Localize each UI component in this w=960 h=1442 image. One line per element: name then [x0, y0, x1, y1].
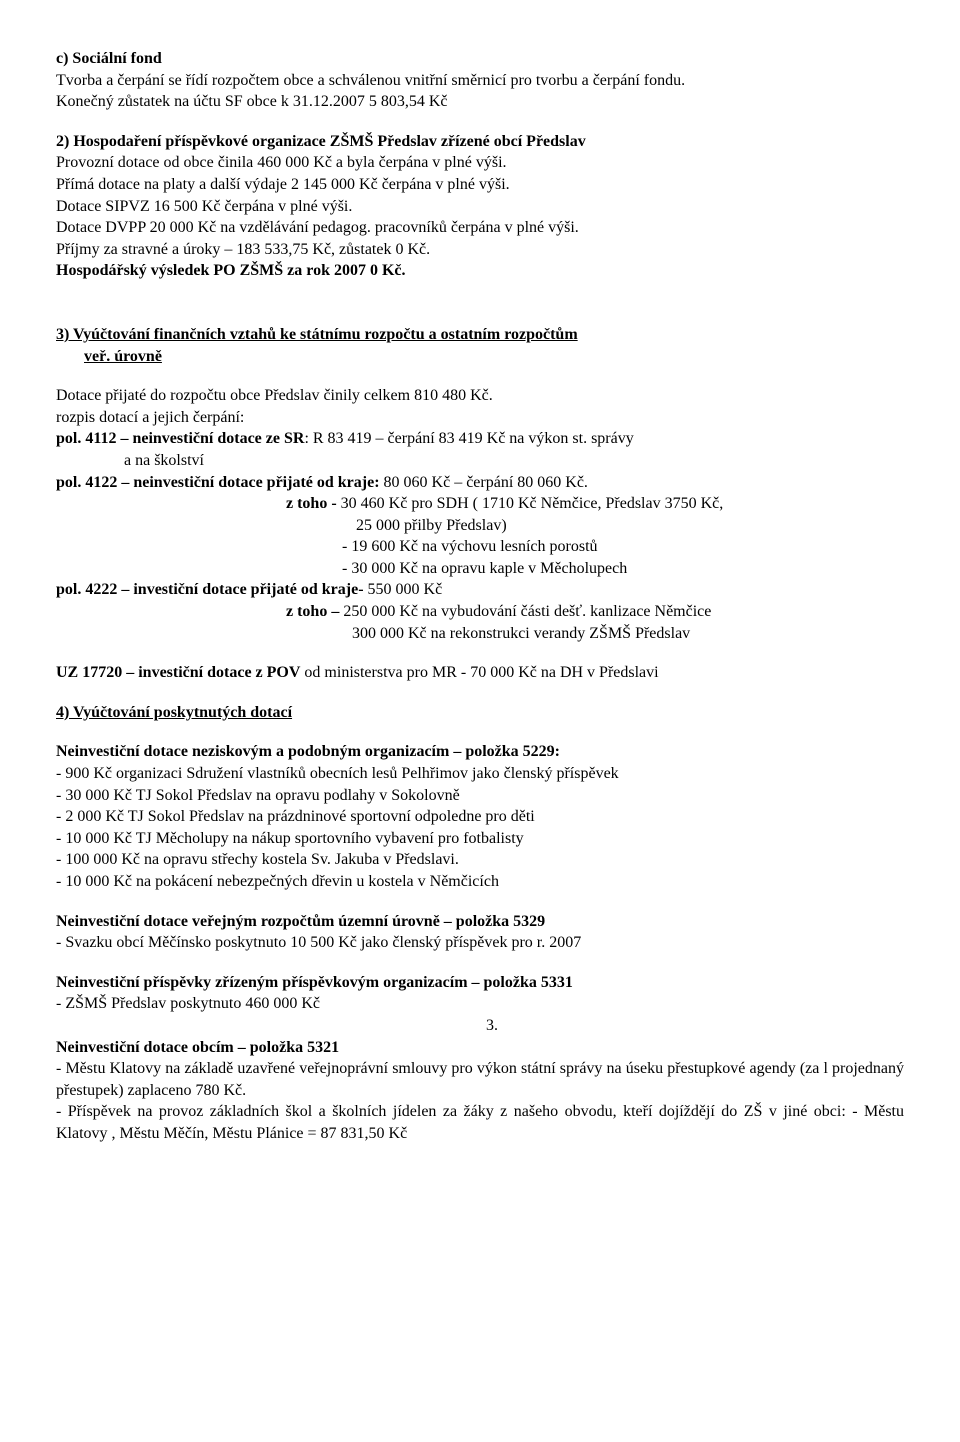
- uz-label: UZ 17720 – investiční dotace z POV: [56, 664, 300, 681]
- block-5229-item-2: - 30 000 Kč TJ Sokol Předslav na opravu …: [56, 785, 904, 807]
- section-2-line-3: Dotace SIPVZ 16 500 Kč čerpána v plné vý…: [56, 196, 904, 218]
- pol-4112-sub: a na školství: [56, 450, 904, 472]
- block-5229-item-4: - 10 000 Kč TJ Měcholupy na nákup sporto…: [56, 828, 904, 850]
- section-3-line-2: rozpis dotací a jejich čerpání:: [56, 407, 904, 429]
- section-2-heading: 2) Hospodaření příspěvkové organizace ZŠ…: [56, 131, 904, 153]
- pol-4222-ztoho: z toho – 250 000 Kč na vybudování části …: [56, 601, 904, 623]
- section-c-line-2: Konečný zůstatek na účtu SF obce k 31.12…: [56, 91, 904, 113]
- pol-4222-sub-d: 300 000 Kč na rekonstrukci verandy ZŠMŠ …: [56, 623, 904, 645]
- uz-text: od ministerstva pro MR - 70 000 Kč na DH…: [300, 664, 658, 681]
- pol-4112-line: pol. 4112 – neinvestiční dotace ze SR: R…: [56, 428, 904, 450]
- block-5331-item-1: - ZŠMŠ Předslav poskytnuto 460 000 Kč: [56, 993, 904, 1015]
- section-2-line-5: Příjmy za stravné a úroky – 183 533,75 K…: [56, 239, 904, 261]
- pol-4122-text: 80 060 Kč – čerpání 80 060 Kč.: [380, 474, 588, 491]
- section-4: 4) Vyúčtování poskytnutých dotací Neinve…: [56, 702, 904, 1145]
- section-2-line-2: Přímá dotace na platy a další výdaje 2 1…: [56, 174, 904, 196]
- pol-4122-sub-e: - 19 600 Kč na výchovu lesních porostů: [56, 536, 904, 558]
- section-3: 3) Vyúčtování finančních vztahů ke státn…: [56, 324, 904, 684]
- pol-4222-ztoho-text: 250 000 Kč na vybudování části dešť. kan…: [339, 603, 711, 620]
- pol-4222-ztoho-label: z toho –: [286, 603, 339, 620]
- pol-4122-line: pol. 4122 – neinvestiční dotace přijaté …: [56, 472, 904, 494]
- pol-4222-label: pol. 4222 – investiční dotace přijaté od…: [56, 581, 364, 598]
- block-5229-item-3: - 2 000 Kč TJ Sokol Předslav na prázdnin…: [56, 806, 904, 828]
- section-c-heading: c) Sociální fond: [56, 48, 904, 70]
- section-2: 2) Hospodaření příspěvkové organizace ZŠ…: [56, 131, 904, 282]
- section-c-line-1: Tvorba a čerpání se řídí rozpočtem obce …: [56, 70, 904, 92]
- block-5229-item-1: - 900 Kč organizaci Sdružení vlastníků o…: [56, 763, 904, 785]
- block-5321-heading: Neinvestiční dotace obcím – položka 5321: [56, 1037, 904, 1059]
- pol-4112-label: pol. 4112 – neinvestiční dotace ze SR: [56, 430, 304, 447]
- section-2-line-6: Hospodářský výsledek PO ZŠMŠ za rok 2007…: [56, 260, 904, 282]
- pol-4122-label: pol. 4122 – neinvestiční dotace přijaté …: [56, 474, 380, 491]
- pol-4122-ztoho-label: z toho -: [286, 495, 337, 512]
- section-c: c) Sociální fond Tvorba a čerpání se říd…: [56, 48, 904, 113]
- section-3-heading-a: 3) Vyúčtování finančních vztahů ke státn…: [56, 324, 904, 346]
- block-5329-item-1: - Svazku obcí Měčínsko poskytnuto 10 500…: [56, 932, 904, 954]
- block-5329-heading: Neinvestiční dotace veřejným rozpočtům ú…: [56, 911, 904, 933]
- block-5331-heading: Neinvestiční příspěvky zřízeným příspěvk…: [56, 972, 904, 994]
- pol-4122-sub-d: 25 000 přilby Předslav): [56, 515, 904, 537]
- block-5229-heading: Neinvestiční dotace neziskovým a podobný…: [56, 741, 904, 763]
- pol-4112-text: : R 83 419 – čerpání 83 419 Kč na výkon …: [304, 430, 633, 447]
- uz-line: UZ 17720 – investiční dotace z POV od mi…: [56, 662, 904, 684]
- block-5321-item-1: - Městu Klatovy na základě uzavřené veře…: [56, 1058, 904, 1101]
- pol-4222-text: 550 000 Kč: [364, 581, 443, 598]
- block-5229-item-6: - 10 000 Kč na pokácení nebezpečných dře…: [56, 871, 904, 893]
- pol-4122-sub-f: - 30 000 Kč na opravu kaple v Měcholupec…: [56, 558, 904, 580]
- pol-4222-line: pol. 4222 – investiční dotace přijaté od…: [56, 579, 904, 601]
- section-2-line-1: Provozní dotace od obce činila 460 000 K…: [56, 152, 904, 174]
- section-2-line-4: Dotace DVPP 20 000 Kč na vzdělávání peda…: [56, 217, 904, 239]
- section-3-line-1: Dotace přijaté do rozpočtu obce Předslav…: [56, 385, 904, 407]
- pol-4122-ztoho-text: 30 460 Kč pro SDH ( 1710 Kč Němčice, Pře…: [337, 495, 724, 512]
- page-number: 3.: [56, 1015, 904, 1037]
- section-3-heading-b: veř. úrovně: [56, 346, 904, 368]
- section-4-heading: 4) Vyúčtování poskytnutých dotací: [56, 702, 904, 724]
- pol-4122-ztoho: z toho - 30 460 Kč pro SDH ( 1710 Kč Něm…: [56, 493, 904, 515]
- block-5229-item-5: - 100 000 Kč na opravu střechy kostela S…: [56, 849, 904, 871]
- block-5321-item-2: - Příspěvek na provoz základních škol a …: [56, 1101, 904, 1144]
